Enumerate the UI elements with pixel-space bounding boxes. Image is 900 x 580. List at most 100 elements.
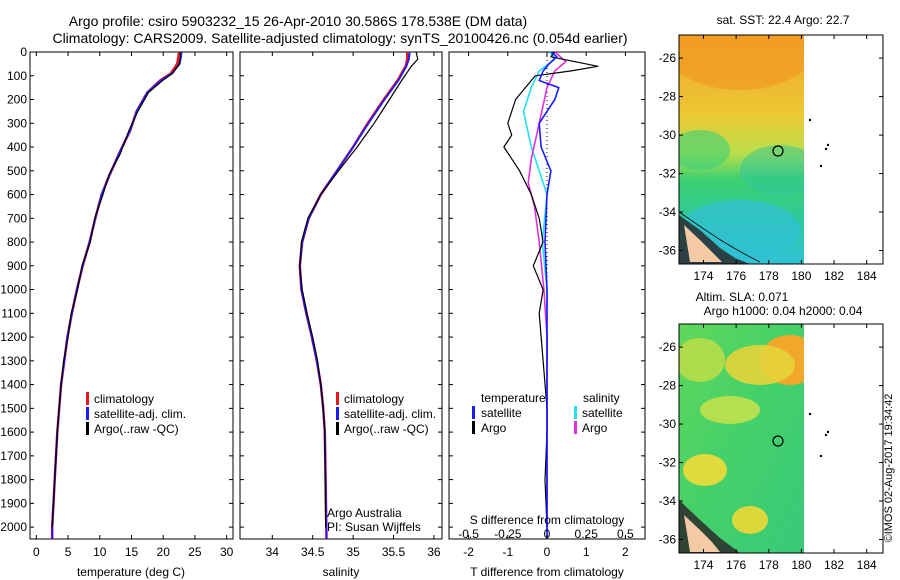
x-tick-label: 5: [65, 545, 72, 559]
y-tick-label: -32: [659, 167, 677, 181]
s-tick-label: 0.25: [575, 527, 599, 541]
x-tick-label: 184: [857, 269, 877, 283]
sst-map-frame: [678, 34, 884, 265]
y-tick-label: -26: [659, 340, 677, 354]
y-tick-label: 1900: [0, 496, 27, 510]
legend-s-argo: Argo: [582, 421, 608, 435]
x-tick-label: 178: [759, 269, 779, 283]
series-line-argo-raw-qc-: [51, 52, 181, 528]
s-tick-label: -0.25: [494, 527, 522, 541]
series-line-satellite-adj-clim-: [298, 51, 411, 540]
salinity-xlabel: salinity: [323, 565, 360, 579]
island-markers: [808, 412, 830, 458]
sla-field: [679, 324, 804, 553]
y-tick-label: 500: [7, 164, 27, 178]
legend-climatology: climatology: [344, 392, 404, 406]
series-line-climatology: [50, 51, 181, 539]
legend-s-satellite: satellite: [582, 406, 623, 420]
legend-argo: Argo(..raw -QC): [344, 422, 429, 436]
credit-text: Argo Australia: [327, 506, 402, 520]
x-tick-label: 174: [693, 269, 713, 283]
y-tick-label: 400: [7, 140, 27, 154]
x-tick-label: 36: [427, 545, 441, 559]
island-markers: [808, 118, 830, 168]
legend-salinity-heading: salinity: [583, 391, 620, 405]
x-tick-label: -1: [502, 545, 513, 559]
y-tick-label: -28: [659, 379, 677, 393]
y-tick-label: 600: [7, 188, 27, 202]
x-tick-label: 34.5: [301, 545, 325, 559]
x-tick-label: -2: [463, 545, 474, 559]
legend-swatch-argo: [86, 422, 89, 435]
figure-title-line1: Argo profile: csiro 5903232_15 26-Apr-20…: [69, 13, 527, 29]
series-line-argo-raw-qc-: [299, 51, 419, 528]
x-tick-label: 178: [759, 558, 779, 572]
x-tick-label: 180: [791, 269, 811, 283]
y-tick-label: -30: [659, 128, 677, 142]
salinity-legend: climatology satellite-adj. clim. Argo(..…: [336, 392, 436, 436]
y-tick-label: 1000: [0, 283, 27, 297]
y-tick-label: 1100: [1, 306, 27, 320]
x-tick-label: 184: [857, 558, 877, 572]
profile-location-marker: [772, 435, 784, 447]
x-tick-label: 35: [346, 545, 360, 559]
y-tick-label: -30: [659, 417, 677, 431]
s-difference-xlabel: S difference from climatology: [470, 513, 625, 527]
difference-panel: -2 -1 0 1 2 -0.5 -0.25 0 0.25 0.5 T difference fr…: [448, 51, 646, 579]
x-tick-label: 34: [266, 545, 280, 559]
x-tick-label: 0: [33, 545, 40, 559]
legend-swatch-climatology: [86, 392, 89, 405]
x-tick-label: 182: [824, 558, 844, 572]
x-tick-label: 174: [693, 558, 713, 572]
y-tick-label: -34: [659, 494, 677, 508]
y-tick-label: 100: [7, 69, 27, 83]
legend-swatch-s-satellite: [574, 406, 577, 419]
y-tick-label: 1400: [0, 378, 27, 392]
y-tick-label: 1700: [0, 449, 27, 463]
x-tick-label: 30: [220, 545, 234, 559]
x-tick-label: 2: [622, 545, 629, 559]
legend-t-satellite: satellite: [481, 406, 522, 420]
y-tick-label: 200: [7, 93, 27, 107]
s-tick-label: 0.5: [617, 527, 634, 541]
sla-map-title-line2: Argo h1000: 0.04 h2000: 0.04: [704, 304, 863, 318]
sst-map-panel: sat. SST: 22.4 Argo: 22.7 174 176 178 180 18…: [659, 13, 884, 283]
series-line-climatology: [298, 52, 409, 540]
legend-swatch-t-argo: [472, 421, 475, 434]
y-tick-label: -36: [659, 244, 677, 258]
legend-swatch-t-satellite: [472, 406, 475, 419]
x-tick-label: 176: [726, 558, 746, 572]
y-tick-label: 900: [7, 259, 27, 273]
legend-swatch-satellite: [86, 407, 89, 420]
series-line-t-argo: [503, 51, 599, 528]
y-tick-label: 1300: [0, 354, 27, 368]
legend-swatch-climatology: [336, 392, 339, 405]
y-tick-label: 1200: [0, 330, 27, 344]
y-tick-label: 800: [7, 235, 27, 249]
s-tick-label: 0: [544, 527, 551, 541]
profile-location-marker: [772, 145, 784, 157]
t-difference-xlabel: T difference from climatology: [470, 565, 624, 579]
temperature-xlabel: temperature (deg C): [77, 565, 185, 579]
temperature-panel: 0100200300400500600700800900100011001200…: [0, 45, 233, 579]
temperature-legend: climatology satellite-adj. clim. Argo(..…: [86, 392, 186, 436]
legend-satellite-adj: satellite-adj. clim.: [344, 407, 436, 421]
sla-map-title-line1: Altim. SLA: 0.071: [696, 290, 789, 304]
y-tick-label: 300: [7, 116, 27, 130]
x-tick-label: 180: [791, 558, 811, 572]
s-tick-label: -0.5: [458, 527, 479, 541]
legend-argo: Argo(..raw -QC): [94, 422, 179, 436]
salinity-axes-frame: [239, 51, 443, 540]
x-tick-label: 176: [726, 269, 746, 283]
pi-text: PI: Susan Wijffels: [327, 520, 421, 534]
y-tick-label: -32: [659, 456, 677, 470]
y-tick-label: 0: [20, 45, 27, 59]
legend-swatch-satellite: [336, 407, 339, 420]
x-tick-label: 20: [157, 545, 171, 559]
legend-t-argo: Argo: [481, 421, 507, 435]
x-tick-label: 15: [125, 545, 139, 559]
x-tick-label: 182: [824, 269, 844, 283]
x-tick-label: 35.5: [382, 545, 406, 559]
legend-swatch-argo: [336, 422, 339, 435]
